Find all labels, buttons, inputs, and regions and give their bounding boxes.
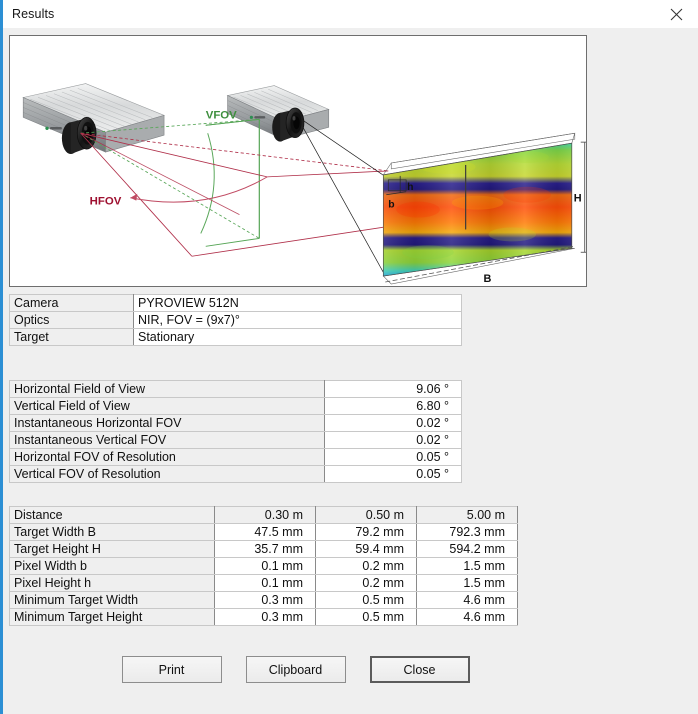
table-header-row: Distance 0.30 m 0.50 m 5.00 m [9, 506, 518, 524]
dialog-content: VFOV HFOV h b H B Camera PYROVIEW 512N O… [3, 28, 698, 714]
camera-value: PYROVIEW 512N [133, 294, 462, 312]
target-height-dimension [580, 141, 586, 253]
title-bar: Results [3, 0, 698, 28]
target-width-label: B [484, 273, 492, 285]
fov-values-table: Horizontal Field of View 9.06 ° Vertical… [9, 380, 462, 483]
camera-right [226, 85, 330, 142]
dist-row-c1: 47.5 mm [214, 523, 316, 541]
fov-row-label: Horizontal FOV of Resolution [9, 448, 325, 466]
optics-label: Optics [9, 311, 134, 329]
fov-row-label: Horizontal Field of View [9, 380, 325, 398]
optics-value: NIR, FOV = (9x7)° [133, 311, 462, 329]
fov-row-value: 9.06 ° [324, 380, 462, 398]
dist-row-c2: 0.2 mm [315, 557, 417, 575]
distance-header-c2: 0.50 m [315, 506, 417, 524]
pixel-cell-indicator [386, 175, 407, 196]
dist-row-c2: 59.4 mm [315, 540, 417, 558]
dist-row-c1: 0.1 mm [214, 574, 316, 592]
close-dialog-button[interactable]: Close [369, 656, 470, 683]
dist-row-c1: 0.3 mm [214, 591, 316, 609]
fov-row-label: Instantaneous Vertical FOV [9, 431, 325, 449]
target-height-label: H [574, 193, 582, 205]
dist-row-c3: 792.3 mm [416, 523, 518, 541]
fov-row-label: Vertical Field of View [9, 397, 325, 415]
close-button[interactable] [654, 0, 698, 28]
distance-header-label: Distance [9, 506, 215, 524]
camera-brand-mark-left [45, 126, 62, 130]
dist-row-c3: 4.6 mm [416, 608, 518, 626]
dist-row-c3: 1.5 mm [416, 557, 518, 575]
vfov-label: VFOV [206, 109, 237, 121]
dist-row-label: Minimum Target Height [9, 608, 215, 626]
pixel-width-label: b [388, 200, 394, 211]
table-row: Camera PYROVIEW 512N [9, 294, 462, 312]
dist-row-label: Pixel Height h [9, 574, 215, 592]
table-row: Minimum Target Height 0.3 mm 0.5 mm 4.6 … [9, 608, 518, 626]
table-row: Target Stationary [9, 328, 462, 346]
fov-row-value: 0.05 ° [324, 465, 462, 483]
target-value: Stationary [133, 328, 462, 346]
dist-row-c1: 0.1 mm [214, 557, 316, 575]
camera-sight-lines [302, 120, 385, 275]
dist-row-c2: 0.2 mm [315, 574, 417, 592]
dist-row-c2: 0.5 mm [315, 591, 417, 609]
table-row: Horizontal Field of View 9.06 ° [9, 380, 462, 398]
table-row: Horizontal FOV of Resolution 0.05 ° [9, 448, 462, 466]
table-row: Pixel Width b 0.1 mm 0.2 mm 1.5 mm [9, 557, 518, 575]
distance-table: Distance 0.30 m 0.50 m 5.00 m Target Wid… [9, 506, 518, 626]
dist-row-c3: 594.2 mm [416, 540, 518, 558]
clipboard-button[interactable]: Clipboard [245, 656, 346, 683]
table-row: Target Height H 35.7 mm 59.4 mm 594.2 mm [9, 540, 518, 558]
table-row: Instantaneous Horizontal FOV 0.02 ° [9, 414, 462, 432]
fov-diagram: VFOV HFOV h b H B [22, 83, 586, 285]
distance-header-c1: 0.30 m [214, 506, 316, 524]
dist-row-c3: 4.6 mm [416, 591, 518, 609]
dist-row-c2: 0.5 mm [315, 608, 417, 626]
fov-row-value: 0.02 ° [324, 431, 462, 449]
fov-row-value: 0.02 ° [324, 414, 462, 432]
table-row: Vertical Field of View 6.80 ° [9, 397, 462, 415]
table-row: Pixel Height h 0.1 mm 0.2 mm 1.5 mm [9, 574, 518, 592]
vfov-plane [205, 118, 260, 247]
dist-row-c2: 79.2 mm [315, 523, 417, 541]
fov-row-value: 0.05 ° [324, 448, 462, 466]
table-row: Instantaneous Vertical FOV 0.02 ° [9, 431, 462, 449]
fov-row-label: Vertical FOV of Resolution [9, 465, 325, 483]
pixel-height-label: h [407, 182, 413, 193]
camera-lens-right [272, 107, 305, 142]
distance-header-c3: 5.00 m [416, 506, 518, 524]
table-row: Optics NIR, FOV = (9x7)° [9, 311, 462, 329]
dist-row-label: Pixel Width b [9, 557, 215, 575]
thermal-target [382, 132, 586, 285]
table-row: Target Width B 47.5 mm 79.2 mm 792.3 mm [9, 523, 518, 541]
button-row: Print Clipboard Close [3, 656, 588, 683]
dist-row-label: Target Width B [9, 523, 215, 541]
hfov-rays [80, 132, 389, 257]
table-row: Vertical FOV of Resolution 0.05 ° [9, 465, 462, 483]
dist-row-label: Target Height H [9, 540, 215, 558]
fov-row-label: Instantaneous Horizontal FOV [9, 414, 325, 432]
print-button[interactable]: Print [121, 656, 222, 683]
camera-left [22, 83, 165, 155]
fov-row-value: 6.80 ° [324, 397, 462, 415]
target-width-dimension [385, 245, 575, 283]
dist-row-c1: 35.7 mm [214, 540, 316, 558]
target-label: Target [9, 328, 134, 346]
dist-row-label: Minimum Target Width [9, 591, 215, 609]
fov-diagram-panel: VFOV HFOV h b H B [9, 35, 587, 287]
close-icon [670, 8, 683, 21]
table-row: Minimum Target Width 0.3 mm 0.5 mm 4.6 m… [9, 591, 518, 609]
window-title: Results [12, 7, 55, 21]
hfov-label: HFOV [90, 196, 122, 208]
camera-label: Camera [9, 294, 134, 312]
dist-row-c3: 1.5 mm [416, 574, 518, 592]
camera-info-table: Camera PYROVIEW 512N Optics NIR, FOV = (… [9, 294, 462, 346]
dist-row-c1: 0.3 mm [214, 608, 316, 626]
camera-brand-mark-right [249, 115, 266, 119]
